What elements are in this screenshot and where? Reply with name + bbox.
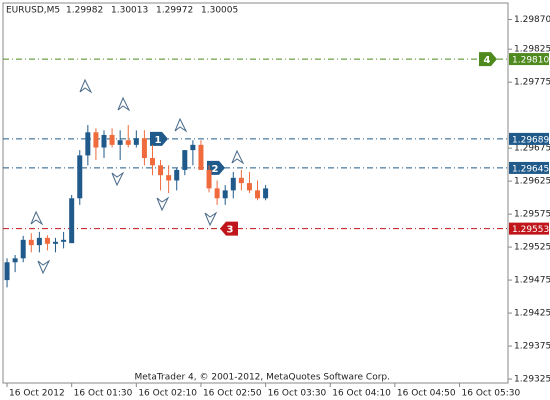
header-price: 1.29982 xyxy=(66,6,103,16)
x-tick-label: 16 Oct 03:30 xyxy=(268,389,327,399)
x-tick-label: 16 Oct 02:50 xyxy=(203,389,262,399)
level-tag: 3 xyxy=(220,221,238,236)
x-tick-label: 16 Oct 05:30 xyxy=(462,389,521,399)
price-box-label: 1.29645 xyxy=(512,164,549,174)
price-box-label: 1.29689 xyxy=(512,135,549,145)
candle-body xyxy=(190,144,196,151)
candle-body xyxy=(263,188,269,199)
y-tick-label: 1.29325 xyxy=(514,375,550,385)
price-box-label: 1.29810 xyxy=(512,56,549,66)
candle-body xyxy=(238,177,244,184)
x-tick-label: 16 Oct 2012 xyxy=(9,389,65,399)
candle-body xyxy=(230,177,236,191)
level-tag: 4 xyxy=(479,52,497,67)
candle-body xyxy=(158,165,164,176)
x-tick-label: 16 Oct 04:10 xyxy=(332,389,391,399)
x-tick-label: 16 Oct 02:10 xyxy=(138,389,197,399)
level-tag-shape xyxy=(220,221,238,236)
candle-body xyxy=(125,140,131,145)
candle-body xyxy=(109,134,115,145)
price-box xyxy=(509,132,549,145)
y-tick-label: 1.29375 xyxy=(514,342,550,352)
price-box-label: 1.29553 xyxy=(512,225,549,235)
price-box xyxy=(509,53,549,66)
y-tick-label: 1.29475 xyxy=(514,276,550,286)
y-tick-label: 1.29425 xyxy=(514,309,550,319)
candle-body xyxy=(12,258,18,263)
candle-body xyxy=(36,237,42,246)
level-tag-label: 4 xyxy=(484,55,491,66)
candle-body xyxy=(101,134,107,148)
candle-body xyxy=(133,138,139,145)
header-price: 1.29972 xyxy=(156,6,193,16)
y-tick-label: 1.29525 xyxy=(514,243,550,253)
candle-body xyxy=(4,262,10,281)
x-tick-label: 16 Oct 04:50 xyxy=(397,389,456,399)
level-tag-label: 2 xyxy=(212,164,219,175)
symbol-title: EURUSD,M5 xyxy=(6,6,60,16)
candle-body xyxy=(214,188,220,199)
y-tick-label: 1.29870 xyxy=(514,15,550,25)
y-tick-label: 1.29675 xyxy=(514,144,550,154)
y-tick-label: 1.29825 xyxy=(514,45,550,55)
candle-body xyxy=(166,175,172,181)
candle-body xyxy=(93,132,99,148)
candle-body xyxy=(206,169,212,189)
level-tag: 1 xyxy=(150,131,168,146)
candle-body xyxy=(44,237,50,244)
candle-body xyxy=(117,140,123,145)
candle-body xyxy=(198,144,204,170)
candle-body xyxy=(53,241,59,244)
level-tag-shape xyxy=(479,52,497,67)
candle-body xyxy=(61,239,67,242)
candle-body xyxy=(69,198,75,244)
candle-body xyxy=(255,190,261,199)
header-price: 1.30013 xyxy=(111,6,148,16)
footer: MetaTrader 4, © 2001-2012, MetaQuotes So… xyxy=(135,373,391,383)
candle-body xyxy=(85,132,91,156)
price-box xyxy=(509,161,549,174)
candle-body xyxy=(149,158,155,166)
level-tag-label: 3 xyxy=(227,225,234,236)
x-tick-label: 16 Oct 01:30 xyxy=(74,389,133,399)
candle-body xyxy=(222,190,228,199)
fractal-arrows xyxy=(30,78,245,275)
level-tag-label: 1 xyxy=(155,135,162,146)
header-price: 1.30005 xyxy=(201,6,238,16)
level-tag-shape xyxy=(150,131,168,146)
candle-body xyxy=(174,169,180,181)
candle-body xyxy=(28,239,34,246)
y-tick-label: 1.29775 xyxy=(514,78,550,88)
candle-body xyxy=(141,138,147,159)
price-box xyxy=(509,222,549,235)
candle-body xyxy=(20,239,26,259)
y-tick-label: 1.29625 xyxy=(514,177,550,187)
candle-body xyxy=(77,155,83,199)
candle-body xyxy=(246,183,252,191)
candle-body xyxy=(182,150,188,170)
y-tick-label: 1.29575 xyxy=(514,210,550,220)
